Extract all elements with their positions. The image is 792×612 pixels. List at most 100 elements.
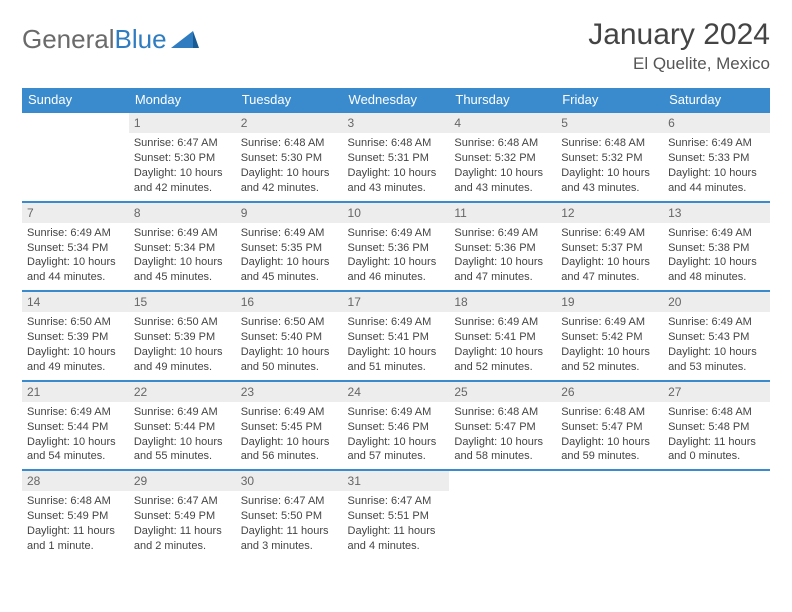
- logo-text-blue: Blue: [115, 24, 167, 55]
- calendar-cell: 19Sunrise: 6:49 AMSunset: 5:42 PMDayligh…: [556, 291, 663, 381]
- day-details: Sunrise: 6:47 AMSunset: 5:49 PMDaylight:…: [129, 491, 236, 558]
- calendar-cell: 27 Sunrise: 6:48 AMSunset: 5:48 PMDayligh…: [663, 381, 770, 471]
- sunset-text: Sunset: 5:42 PM: [561, 330, 658, 345]
- daylight-text: Daylight: 10 hours and 45 minutes.: [241, 255, 338, 285]
- dayname-wednesday: Wednesday: [343, 88, 450, 112]
- day-number: 19: [556, 292, 663, 312]
- daylight-text: Daylight: 10 hours and 50 minutes.: [241, 345, 338, 375]
- sunrise-text: Sunrise: 6:49 AM: [454, 315, 551, 330]
- calendar-cell: [22, 112, 129, 202]
- sunrise-text: Sunrise: 6:49 AM: [668, 315, 765, 330]
- location-label: El Quelite, Mexico: [588, 54, 770, 74]
- day-number: 11: [449, 203, 556, 223]
- sunset-text: Sunset: 5:41 PM: [348, 330, 445, 345]
- day-details: Sunrise: 6:49 AMSunset: 5:36 PMDaylight:…: [449, 223, 556, 290]
- daylight-text: Daylight: 10 hours and 53 minutes.: [668, 345, 765, 375]
- calendar-cell: 28Sunrise: 6:48 AMSunset: 5:49 PMDayligh…: [22, 470, 129, 559]
- sunset-text: Sunset: 5:41 PM: [454, 330, 551, 345]
- day-details: Sunrise: 6:48 AMSunset: 5:32 PMDaylight:…: [449, 133, 556, 200]
- sunset-text: Sunset: 5:40 PM: [241, 330, 338, 345]
- day-details: Sunrise: 6:47 AMSunset: 5:50 PMDaylight:…: [236, 491, 343, 558]
- calendar-cell: 26Sunrise: 6:48 AMSunset: 5:47 PMDayligh…: [556, 381, 663, 471]
- sunrise-text: Sunrise: 6:48 AM: [561, 405, 658, 420]
- calendar-cell: 31Sunrise: 6:47 AMSunset: 5:51 PMDayligh…: [343, 470, 450, 559]
- sunrise-text: Sunrise: 6:49 AM: [134, 405, 231, 420]
- sunrise-text: Sunrise: 6:50 AM: [134, 315, 231, 330]
- day-details: Sunrise: 6:49 AMSunset: 5:41 PMDaylight:…: [343, 312, 450, 379]
- sunset-text: Sunset: 5:48 PM: [668, 420, 765, 435]
- day-details: Sunrise: 6:48 AMSunset: 5:47 PMDaylight:…: [449, 402, 556, 469]
- calendar-cell: 30Sunrise: 6:47 AMSunset: 5:50 PMDayligh…: [236, 470, 343, 559]
- day-details: Sunrise: 6:49 AMSunset: 5:34 PMDaylight:…: [22, 223, 129, 290]
- day-details: Sunrise: 6:49 AMSunset: 5:38 PMDaylight:…: [663, 223, 770, 290]
- sunset-text: Sunset: 5:32 PM: [561, 151, 658, 166]
- calendar-cell: 14 Sunrise: 6:50 AMSunset: 5:39 PMDayligh…: [22, 291, 129, 381]
- logo-triangle-icon: [171, 24, 199, 55]
- sunset-text: Sunset: 5:34 PM: [134, 241, 231, 256]
- day-number: 31: [343, 471, 450, 491]
- day-details: Sunrise: 6:49 AMSunset: 5:34 PMDaylight:…: [129, 223, 236, 290]
- sunrise-text: Sunrise: 6:48 AM: [561, 136, 658, 151]
- day-details: Sunrise: 6:49 AMSunset: 5:37 PMDaylight:…: [556, 223, 663, 290]
- day-details: Sunrise: 6:47 AMSunset: 5:51 PMDaylight:…: [343, 491, 450, 558]
- calendar-cell: 5Sunrise: 6:48 AMSunset: 5:32 PMDaylight…: [556, 112, 663, 202]
- daylight-text: Daylight: 10 hours and 42 minutes.: [134, 166, 231, 196]
- day-number: 12: [556, 203, 663, 223]
- daylight-text: Daylight: 11 hours and 1 minute.: [27, 524, 124, 554]
- daylight-text: Daylight: 10 hours and 49 minutes.: [134, 345, 231, 375]
- calendar-cell: 22Sunrise: 6:49 AMSunset: 5:44 PMDayligh…: [129, 381, 236, 471]
- sunset-text: Sunset: 5:36 PM: [348, 241, 445, 256]
- sunrise-text: Sunrise: 6:48 AM: [348, 136, 445, 151]
- calendar-cell: [663, 470, 770, 559]
- day-number: 30: [236, 471, 343, 491]
- daylight-text: Daylight: 10 hours and 47 minutes.: [454, 255, 551, 285]
- logo-text-general: General: [22, 24, 115, 55]
- daylight-text: Daylight: 11 hours and 0 minutes.: [668, 435, 765, 465]
- day-details: Sunrise: 6:49 AMSunset: 5:42 PMDaylight:…: [556, 312, 663, 379]
- day-number: 18: [449, 292, 556, 312]
- day-details: Sunrise: 6:48 AMSunset: 5:30 PMDaylight:…: [236, 133, 343, 200]
- daylight-text: Daylight: 10 hours and 54 minutes.: [27, 435, 124, 465]
- sunset-text: Sunset: 5:38 PM: [668, 241, 765, 256]
- day-details: Sunrise: 6:48 AMSunset: 5:31 PMDaylight:…: [343, 133, 450, 200]
- logo: GeneralBlue: [22, 24, 199, 55]
- day-number: 28: [22, 471, 129, 491]
- day-number: 1: [129, 113, 236, 133]
- sunrise-text: Sunrise: 6:49 AM: [668, 136, 765, 151]
- sunset-text: Sunset: 5:43 PM: [668, 330, 765, 345]
- calendar-cell: 9Sunrise: 6:49 AMSunset: 5:35 PMDaylight…: [236, 202, 343, 292]
- daylight-text: Daylight: 10 hours and 51 minutes.: [348, 345, 445, 375]
- day-number: 27: [663, 382, 770, 402]
- sunset-text: Sunset: 5:37 PM: [561, 241, 658, 256]
- sunrise-text: Sunrise: 6:47 AM: [348, 494, 445, 509]
- day-details: Sunrise: 6:49 AMSunset: 5:36 PMDaylight:…: [343, 223, 450, 290]
- day-number: 8: [129, 203, 236, 223]
- sunrise-text: Sunrise: 6:50 AM: [27, 315, 124, 330]
- daylight-text: Daylight: 10 hours and 52 minutes.: [454, 345, 551, 375]
- day-details: Sunrise: 6:50 AMSunset: 5:39 PMDaylight:…: [129, 312, 236, 379]
- day-number: 3: [343, 113, 450, 133]
- calendar-cell: 15Sunrise: 6:50 AMSunset: 5:39 PMDayligh…: [129, 291, 236, 381]
- sunrise-text: Sunrise: 6:49 AM: [134, 226, 231, 241]
- sunrise-text: Sunrise: 6:48 AM: [454, 136, 551, 151]
- sunset-text: Sunset: 5:39 PM: [27, 330, 124, 345]
- calendar-week: 1Sunrise: 6:47 AMSunset: 5:30 PMDaylight…: [22, 112, 770, 202]
- sunrise-text: Sunrise: 6:47 AM: [134, 136, 231, 151]
- day-number: 14: [22, 292, 129, 312]
- sunset-text: Sunset: 5:36 PM: [454, 241, 551, 256]
- sunrise-text: Sunrise: 6:49 AM: [454, 226, 551, 241]
- day-details: Sunrise: 6:48 AMSunset: 5:47 PMDaylight:…: [556, 402, 663, 469]
- calendar-cell: 16Sunrise: 6:50 AMSunset: 5:40 PMDayligh…: [236, 291, 343, 381]
- calendar-cell: 25Sunrise: 6:48 AMSunset: 5:47 PMDayligh…: [449, 381, 556, 471]
- daylight-text: Daylight: 10 hours and 49 minutes.: [27, 345, 124, 375]
- calendar-cell: 6Sunrise: 6:49 AMSunset: 5:33 PMDaylight…: [663, 112, 770, 202]
- sunrise-text: Sunrise: 6:48 AM: [668, 405, 765, 420]
- title-block: January 2024 El Quelite, Mexico: [588, 18, 770, 74]
- day-number: 21: [22, 382, 129, 402]
- calendar-cell: 24Sunrise: 6:49 AMSunset: 5:46 PMDayligh…: [343, 381, 450, 471]
- sunrise-text: Sunrise: 6:49 AM: [348, 405, 445, 420]
- daylight-text: Daylight: 10 hours and 59 minutes.: [561, 435, 658, 465]
- day-number: 20: [663, 292, 770, 312]
- calendar-cell: 2Sunrise: 6:48 AMSunset: 5:30 PMDaylight…: [236, 112, 343, 202]
- sunset-text: Sunset: 5:44 PM: [134, 420, 231, 435]
